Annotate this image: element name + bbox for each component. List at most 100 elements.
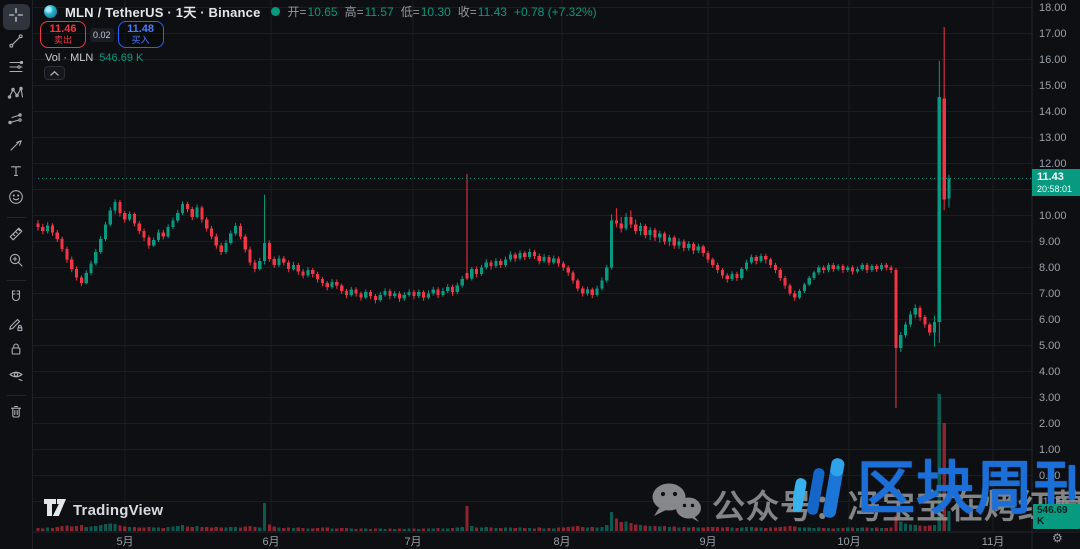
- wechat-watermark: 公众号：冯宝宝在烤红薯: [650, 480, 1080, 528]
- toolbar-divider: [6, 395, 26, 396]
- spread-value: 0.02: [90, 27, 114, 42]
- order-panel: 11.46 卖出 0.02 11.48 买入: [40, 21, 164, 48]
- lock-icon: [7, 340, 25, 363]
- axis-settings-button[interactable]: ⚙: [1052, 531, 1063, 545]
- svg-text:14.00: 14.00: [1039, 106, 1067, 118]
- market-status-dot: [270, 7, 280, 16]
- symbol-icon: [44, 5, 57, 18]
- arrow-icon: [7, 136, 25, 159]
- tool-ruler-button[interactable]: [3, 223, 30, 249]
- svg-text:6月: 6月: [262, 536, 279, 548]
- draw-lock-icon: [7, 314, 25, 337]
- bar-countdown: 20:58:01: [1037, 183, 1073, 194]
- change-value: +0.78 (+7.32%): [513, 4, 597, 19]
- buy-price: 11.48: [127, 23, 154, 35]
- tool-arrow-button[interactable]: [3, 134, 30, 160]
- ohlc-close-label: 收=: [457, 5, 477, 19]
- toolbar-divider: [6, 217, 26, 218]
- trash-icon: [7, 403, 25, 426]
- brand-logo-bars-icon: [791, 456, 851, 525]
- collapse-indicator-button[interactable]: [44, 66, 65, 80]
- tradingview-logo[interactable]: TradingView: [44, 499, 163, 521]
- ohlc-low-label: 低=: [400, 5, 420, 19]
- ohlc-open-value: 10.65: [307, 5, 338, 19]
- hide-drawings-icon: [7, 366, 25, 389]
- svg-text:5.00: 5.00: [1039, 340, 1060, 352]
- volume-legend[interactable]: Vol · MLN 546.69 K: [45, 52, 143, 64]
- tradingview-wordmark: TradingView: [73, 501, 164, 519]
- tool-trendline-button[interactable]: [3, 30, 30, 56]
- trend-line-icon: [7, 32, 25, 55]
- svg-text:2.00: 2.00: [1039, 418, 1060, 430]
- chart-header: MLN / TetherUS · 1天 · Binance 开=10.65 高=…: [44, 3, 597, 20]
- tradingview-icon: [44, 499, 66, 521]
- buy-button[interactable]: 11.48 买入: [117, 21, 164, 48]
- tool-fib-button[interactable]: [3, 56, 30, 82]
- tool-trash-button[interactable]: [3, 401, 30, 427]
- left-toolbar: [0, 0, 33, 549]
- projection-icon: [7, 110, 25, 133]
- wechat-icon: [650, 482, 702, 527]
- tool-zoom-button[interactable]: [3, 249, 30, 275]
- sell-label: 卖出: [53, 34, 72, 45]
- svg-text:7月: 7月: [404, 536, 421, 548]
- sell-price: 11.46: [49, 23, 77, 35]
- fib-retracement-icon: [7, 58, 25, 81]
- tool-crosshair-button[interactable]: [2, 4, 30, 30]
- svg-text:11月: 11月: [982, 536, 1004, 548]
- svg-text:18.00: 18.00: [1039, 2, 1067, 14]
- tool-lock-button[interactable]: [3, 338, 30, 364]
- svg-text:17.00: 17.00: [1039, 28, 1067, 40]
- emoji-icon: [7, 188, 25, 211]
- tool-projection-button[interactable]: [3, 108, 30, 134]
- text-icon: [7, 162, 25, 185]
- tool-emoji-button[interactable]: [3, 186, 30, 212]
- tool-text-button[interactable]: [3, 160, 30, 186]
- volume-value-badge: 546.69 K: [1033, 504, 1080, 529]
- svg-text:10月: 10月: [837, 536, 860, 548]
- svg-text:3.00: 3.00: [1039, 392, 1060, 404]
- ohlc-high-value: 11.57: [364, 5, 394, 19]
- svg-text:9月: 9月: [699, 536, 716, 548]
- svg-text:15.00: 15.00: [1039, 80, 1067, 92]
- svg-text:5月: 5月: [116, 536, 133, 548]
- chart-title[interactable]: MLN / TetherUS · 1天 · Binance: [65, 5, 261, 20]
- svg-text:4.00: 4.00: [1039, 366, 1060, 378]
- current-price-badge: 11.43 20:58:01: [1032, 169, 1080, 196]
- svg-text:0.00: 0.00: [1039, 470, 1060, 482]
- buy-label: 买入: [131, 34, 150, 45]
- time-axis[interactable]: [33, 532, 1032, 549]
- zoom-in-icon: [7, 251, 25, 274]
- legend-name: Vol · MLN: [45, 52, 94, 64]
- gear-icon: ⚙: [1052, 531, 1063, 545]
- crosshair-icon: [7, 6, 25, 29]
- toolbar-divider: [6, 280, 26, 281]
- ohlc-high-label: 高=: [344, 5, 364, 19]
- svg-text:1.00: 1.00: [1039, 444, 1060, 456]
- chevron-up-icon: [49, 64, 60, 82]
- svg-text:10.00: 10.00: [1039, 210, 1067, 222]
- svg-text:9.00: 9.00: [1039, 236, 1060, 248]
- tool-hide-drawings-button[interactable]: [3, 364, 30, 390]
- svg-text:13.00: 13.00: [1039, 132, 1067, 144]
- tool-draw-lock-button[interactable]: [3, 312, 30, 338]
- ohlc-row: 开=10.65 高=11.57 低=10.30 收=11.43 +0.78 (+…: [288, 3, 597, 20]
- sell-button[interactable]: 11.46 卖出: [40, 21, 86, 48]
- svg-text:8.00: 8.00: [1039, 262, 1060, 274]
- svg-text:6.00: 6.00: [1039, 314, 1060, 326]
- svg-text:16.00: 16.00: [1039, 54, 1067, 66]
- wechat-watermark-text: 公众号：冯宝宝在烤红薯: [712, 488, 1080, 525]
- xabcd-pattern-icon: [7, 84, 25, 107]
- ohlc-low-value: 10.30: [420, 5, 451, 19]
- tool-magnet-button[interactable]: [3, 286, 30, 312]
- svg-text:7.00: 7.00: [1039, 288, 1060, 300]
- svg-text:8月: 8月: [553, 536, 570, 548]
- ruler-icon: [7, 225, 25, 248]
- ohlc-close-value: 11.43: [477, 5, 507, 19]
- tool-pattern-button[interactable]: [3, 82, 30, 108]
- price-axis[interactable]: [1032, 0, 1080, 532]
- current-price-value: 11.43: [1037, 171, 1064, 183]
- legend-value: 546.69 K: [99, 52, 144, 64]
